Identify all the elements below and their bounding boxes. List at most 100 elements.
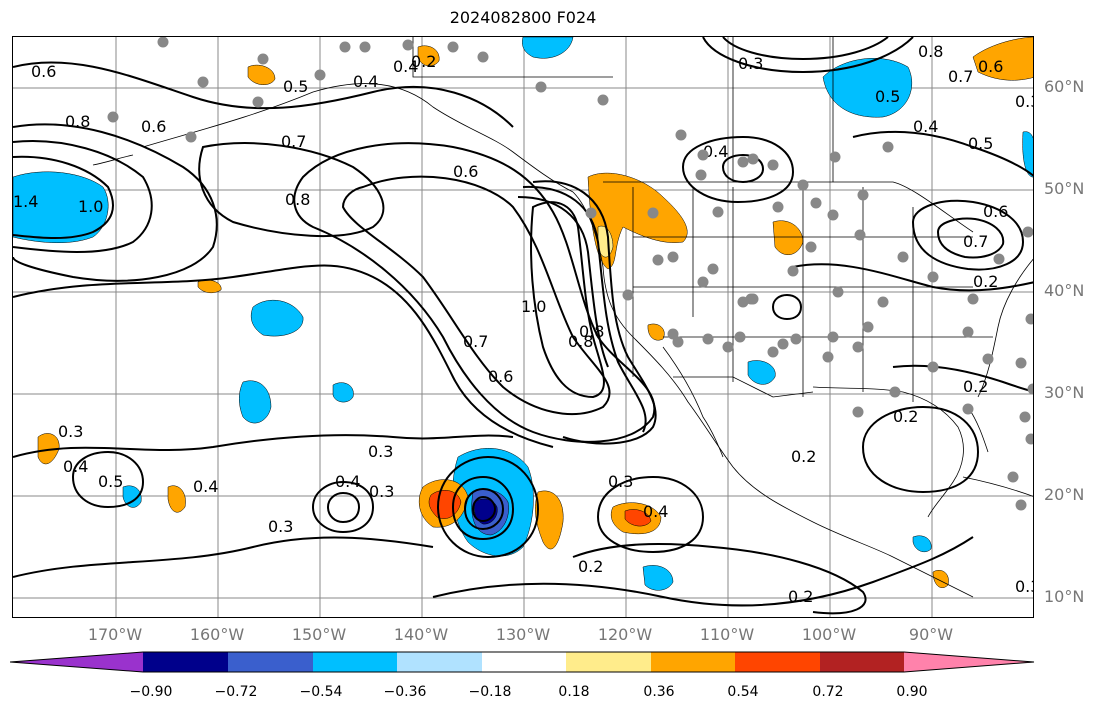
station-dot — [1019, 411, 1031, 423]
colorbar-outline — [10, 651, 1035, 673]
station-dot — [667, 328, 679, 340]
station-dot — [197, 76, 209, 88]
station-dot — [982, 353, 994, 365]
station-dot — [477, 51, 489, 63]
station-dot — [889, 386, 901, 398]
baja-peninsula — [662, 346, 724, 458]
canada-provinces — [412, 37, 834, 182]
station-dot — [697, 276, 709, 288]
orange-patch-north-1 — [247, 64, 276, 85]
contour-label: 0.4 — [393, 57, 418, 76]
station-dot — [857, 189, 869, 201]
contour-label: 0.4 — [63, 457, 88, 476]
contour-south-wave — [13, 536, 434, 578]
contour-label: 0.3 — [1015, 577, 1034, 596]
station-dot — [822, 351, 834, 363]
lon-label: 170°W — [87, 625, 143, 644]
contour-hurricane-outer — [436, 455, 540, 559]
station-dot — [252, 96, 264, 108]
contour-label: 0.7 — [948, 67, 973, 86]
blue-patch-west-small — [122, 485, 142, 508]
contour-ne-low-1 — [911, 199, 1025, 271]
station-dot — [359, 41, 371, 53]
contour-label: 0.6 — [31, 62, 56, 81]
colorbar-segment — [313, 652, 397, 672]
contour-label: 0.2 — [411, 52, 436, 71]
blue-patch-north-center — [522, 37, 574, 59]
contour-label: 0.2 — [963, 377, 988, 396]
colorbar-segment — [228, 652, 313, 672]
blue-patch-small-1 — [332, 382, 354, 403]
gulf-coast — [812, 386, 964, 518]
colorbar-tick-label: −0.36 — [383, 684, 427, 700]
station-dot — [767, 346, 779, 358]
blue-patch-southeast — [642, 565, 674, 591]
contour-central-high — [198, 142, 385, 238]
station-dot — [790, 333, 802, 345]
orange-patch-ne-corner — [972, 37, 1033, 81]
colorbar-segment — [397, 652, 482, 672]
contour-low-left-1 — [311, 480, 375, 534]
contour-label: 0.8 — [918, 42, 943, 61]
colorbar-tick-label: −0.54 — [299, 684, 343, 700]
colorbar — [10, 651, 1035, 673]
contour-east-wave-2 — [852, 130, 1033, 177]
contour-low-south-center — [596, 475, 705, 554]
station-dot — [314, 69, 326, 81]
station-dot — [832, 286, 844, 298]
contour-hurricane-1 — [451, 475, 515, 541]
station-dot — [967, 293, 979, 305]
station-dot — [652, 254, 664, 266]
station-dot — [734, 331, 746, 343]
contour-west-core — [13, 155, 114, 239]
contour-label: 0.8 — [579, 322, 604, 341]
contour-ne-arc — [702, 37, 914, 74]
contour-label: 0.5 — [875, 87, 900, 106]
contour-label: 0.4 — [703, 142, 728, 161]
station-dot — [745, 293, 757, 305]
colorbar-tick-label: 0.90 — [896, 684, 928, 700]
contour-ne-arc-2 — [722, 37, 889, 61]
colorbar-tick-label: −0.18 — [468, 684, 512, 700]
contour-label: 0.3 — [608, 472, 633, 491]
contour-trough-3 — [530, 201, 605, 399]
blue-patch-west — [13, 171, 109, 244]
station-dot — [797, 179, 809, 191]
station-dot — [767, 159, 779, 171]
red-patch-south-center — [624, 509, 652, 527]
orange-patch-caribbean — [932, 569, 949, 588]
contour-bottom — [572, 543, 867, 615]
contour-hurricane-2 — [463, 487, 505, 531]
colorbar-tick-label: 0.54 — [727, 684, 759, 700]
contour-label: 0.6 — [453, 162, 478, 181]
contour-label: 0.2 — [788, 587, 813, 606]
contour-low-far-left — [71, 450, 145, 509]
station-dot — [747, 153, 759, 165]
colorbar-segment — [820, 652, 904, 672]
contour-jet-1 — [532, 180, 657, 445]
station-dot — [597, 94, 609, 106]
contour-ring-small — [771, 293, 803, 321]
contour-low-left-2 — [326, 491, 361, 524]
colorbar-segment — [735, 652, 820, 672]
contour-east-wave — [792, 263, 1033, 292]
contour-label: 0.6 — [141, 117, 166, 136]
contour-label: 0.3 — [1015, 92, 1034, 111]
contour-label: 1.4 — [13, 192, 38, 211]
colorbar-segment — [482, 652, 566, 672]
colorbar-segment — [10, 652, 143, 672]
aleutian-chain — [92, 154, 134, 166]
station-dot — [852, 406, 864, 418]
station-dot — [107, 111, 119, 123]
lat-label: 50°N — [1044, 179, 1085, 198]
station-dot — [927, 271, 939, 283]
contour-big-trough — [293, 142, 656, 443]
contour-label: 0.2 — [578, 557, 603, 576]
station-dot — [852, 341, 864, 353]
orange-patch-baja — [647, 323, 665, 341]
station-dot — [882, 141, 894, 153]
station-dot — [535, 81, 547, 93]
contour-low-east — [861, 405, 980, 494]
contour-label: 0.3 — [369, 482, 394, 501]
station-dot — [827, 209, 839, 221]
